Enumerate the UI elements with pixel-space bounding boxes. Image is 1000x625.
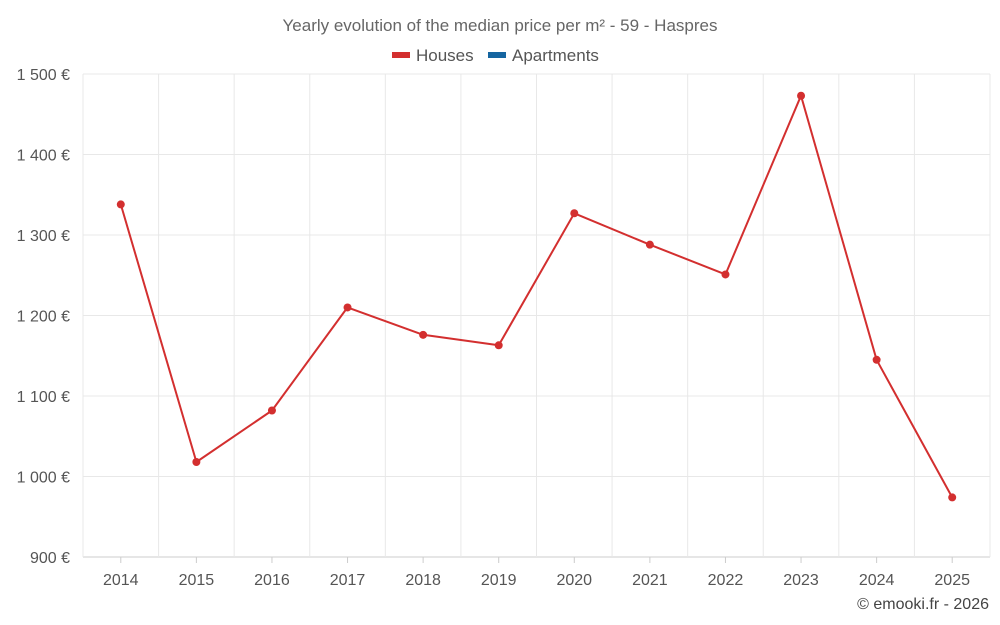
legend-label-apartments[interactable]: Apartments — [512, 46, 599, 65]
x-tick-label: 2023 — [783, 572, 819, 589]
x-tick-label: 2022 — [708, 572, 744, 589]
x-tick-label: 2018 — [405, 572, 441, 589]
x-tick-label: 2017 — [330, 572, 366, 589]
legend-swatch-houses[interactable] — [392, 52, 410, 58]
x-tick-label: 2019 — [481, 572, 517, 589]
x-tick-label: 2016 — [254, 572, 290, 589]
data-point-houses-2020[interactable] — [570, 209, 579, 218]
y-tick-label: 1 400 € — [17, 148, 70, 165]
legend-label-houses[interactable]: Houses — [416, 46, 474, 65]
y-axis: 900 € 1 000 € 1 100 € 1 200 € 1 300 € 1 400 €… — [17, 67, 70, 567]
y-tick-label: 1 500 € — [17, 67, 70, 84]
y-tick-label: 900 € — [30, 550, 70, 567]
data-point-houses-2016[interactable] — [267, 406, 276, 415]
data-point-houses-2018[interactable] — [419, 330, 428, 339]
x-tick-label: 2025 — [934, 572, 970, 589]
series-group — [116, 91, 957, 502]
y-tick-label: 1 200 € — [17, 309, 70, 326]
data-point-houses-2015[interactable] — [192, 458, 201, 467]
y-tick-label: 1 300 € — [17, 228, 70, 245]
data-point-houses-2017[interactable] — [343, 303, 352, 312]
y-tick-label: 1 100 € — [17, 389, 70, 406]
data-point-houses-2019[interactable] — [494, 341, 503, 350]
data-point-houses-2022[interactable] — [721, 270, 730, 279]
data-point-houses-2024[interactable] — [872, 355, 881, 364]
chart-title: Yearly evolution of the median price per… — [283, 16, 718, 35]
credit-text: © emooki.fr - 2026 — [857, 596, 989, 613]
x-tick-label: 2020 — [556, 572, 592, 589]
data-point-houses-2023[interactable] — [797, 91, 806, 100]
data-point-houses-2021[interactable] — [645, 240, 654, 249]
x-tick-label: 2024 — [859, 572, 895, 589]
y-tick-label: 1 000 € — [17, 470, 70, 487]
legend: Houses Apartments — [392, 46, 599, 65]
x-tick-label: 2021 — [632, 572, 668, 589]
x-tick-label: 2014 — [103, 572, 139, 589]
legend-swatch-apartments[interactable] — [488, 52, 506, 58]
x-tick-label: 2015 — [179, 572, 215, 589]
x-gridlines — [82, 74, 991, 557]
series-line-houses — [119, 94, 954, 498]
x-axis: 2014 2015 2016 2017 2018 2019 2020 2021 2022 2023… — [103, 557, 970, 589]
data-point-houses-2025[interactable] — [948, 493, 957, 502]
data-point-houses-2014[interactable] — [116, 200, 125, 209]
